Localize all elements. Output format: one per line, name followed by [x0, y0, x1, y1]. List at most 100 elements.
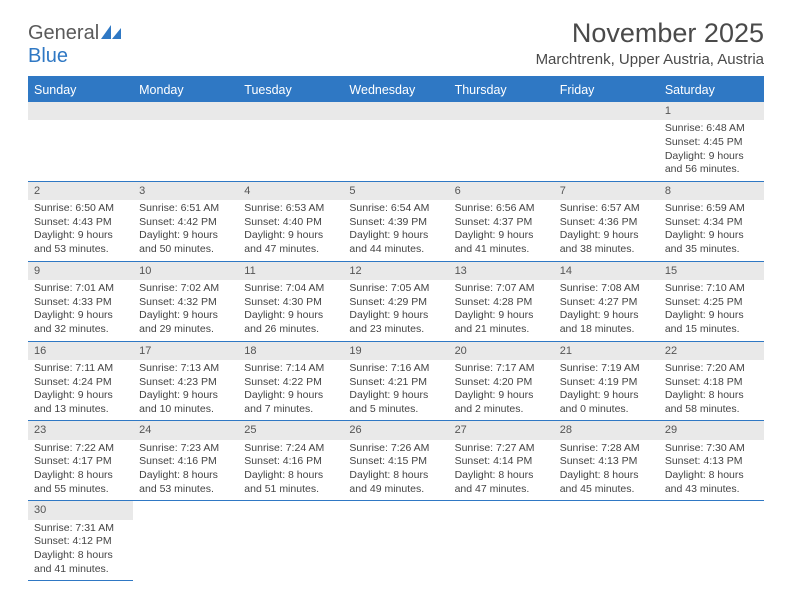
- calendar-cell: 9Sunrise: 7:01 AMSunset: 4:33 PMDaylight…: [28, 261, 133, 341]
- day-number-empty: [449, 102, 554, 120]
- calendar-week-row: 30Sunrise: 7:31 AMSunset: 4:12 PMDayligh…: [28, 501, 764, 581]
- calendar-cell: 15Sunrise: 7:10 AMSunset: 4:25 PMDayligh…: [659, 261, 764, 341]
- logo-word-blue: Blue: [28, 45, 68, 67]
- sunrise-line: Sunrise: 7:08 AM: [560, 282, 653, 296]
- calendar-cell: [554, 501, 659, 581]
- sunset-line: Sunset: 4:32 PM: [139, 296, 232, 310]
- sunrise-line: Sunrise: 7:04 AM: [244, 282, 337, 296]
- calendar-week-row: 23Sunrise: 7:22 AMSunset: 4:17 PMDayligh…: [28, 421, 764, 501]
- day-number: 19: [343, 342, 448, 360]
- day-body: Sunrise: 7:11 AMSunset: 4:24 PMDaylight:…: [28, 360, 133, 421]
- day-body: Sunrise: 7:31 AMSunset: 4:12 PMDaylight:…: [28, 520, 133, 581]
- day-number: 17: [133, 342, 238, 360]
- sunset-line: Sunset: 4:39 PM: [349, 216, 442, 230]
- sunset-line: Sunset: 4:15 PM: [349, 455, 442, 469]
- sunset-line: Sunset: 4:16 PM: [139, 455, 232, 469]
- sunrise-line: Sunrise: 7:26 AM: [349, 442, 442, 456]
- calendar-cell: 17Sunrise: 7:13 AMSunset: 4:23 PMDayligh…: [133, 341, 238, 421]
- logo-word-general: General: [28, 22, 99, 44]
- sunrise-line: Sunrise: 7:27 AM: [455, 442, 548, 456]
- sunset-line: Sunset: 4:27 PM: [560, 296, 653, 310]
- day-header: Thursday: [449, 77, 554, 102]
- month-title: November 2025: [536, 18, 764, 49]
- day-body: Sunrise: 7:01 AMSunset: 4:33 PMDaylight:…: [28, 280, 133, 341]
- daylight-line: Daylight: 8 hours and 49 minutes.: [349, 469, 442, 496]
- sunset-line: Sunset: 4:18 PM: [665, 376, 758, 390]
- calendar-week-row: 16Sunrise: 7:11 AMSunset: 4:24 PMDayligh…: [28, 341, 764, 421]
- calendar-body: 1Sunrise: 6:48 AMSunset: 4:45 PMDaylight…: [28, 102, 764, 581]
- sunrise-line: Sunrise: 7:17 AM: [455, 362, 548, 376]
- day-body: Sunrise: 7:02 AMSunset: 4:32 PMDaylight:…: [133, 280, 238, 341]
- calendar-cell: 30Sunrise: 7:31 AMSunset: 4:12 PMDayligh…: [28, 501, 133, 581]
- calendar-cell: 28Sunrise: 7:28 AMSunset: 4:13 PMDayligh…: [554, 421, 659, 501]
- day-number: 16: [28, 342, 133, 360]
- day-body: Sunrise: 7:17 AMSunset: 4:20 PMDaylight:…: [449, 360, 554, 421]
- day-header: Saturday: [659, 77, 764, 102]
- day-number-empty: [28, 102, 133, 120]
- day-number: 6: [449, 182, 554, 200]
- sunrise-line: Sunrise: 7:14 AM: [244, 362, 337, 376]
- day-number-empty: [343, 102, 448, 120]
- calendar-cell: 29Sunrise: 7:30 AMSunset: 4:13 PMDayligh…: [659, 421, 764, 501]
- day-body: Sunrise: 6:56 AMSunset: 4:37 PMDaylight:…: [449, 200, 554, 261]
- calendar-cell: 6Sunrise: 6:56 AMSunset: 4:37 PMDaylight…: [449, 181, 554, 261]
- day-body: Sunrise: 6:51 AMSunset: 4:42 PMDaylight:…: [133, 200, 238, 261]
- sunrise-line: Sunrise: 7:31 AM: [34, 522, 127, 536]
- sunrise-line: Sunrise: 7:11 AM: [34, 362, 127, 376]
- day-number: 7: [554, 182, 659, 200]
- sunrise-line: Sunrise: 7:30 AM: [665, 442, 758, 456]
- sunset-line: Sunset: 4:43 PM: [34, 216, 127, 230]
- day-number: 9: [28, 262, 133, 280]
- sunrise-line: Sunrise: 7:02 AM: [139, 282, 232, 296]
- daylight-line: Daylight: 9 hours and 21 minutes.: [455, 309, 548, 336]
- calendar-cell: 5Sunrise: 6:54 AMSunset: 4:39 PMDaylight…: [343, 181, 448, 261]
- day-number: 1: [659, 102, 764, 120]
- sunrise-line: Sunrise: 7:24 AM: [244, 442, 337, 456]
- sunset-line: Sunset: 4:19 PM: [560, 376, 653, 390]
- daylight-line: Daylight: 9 hours and 29 minutes.: [139, 309, 232, 336]
- day-header: Friday: [554, 77, 659, 102]
- sunrise-line: Sunrise: 7:28 AM: [560, 442, 653, 456]
- sunset-line: Sunset: 4:30 PM: [244, 296, 337, 310]
- sunset-line: Sunset: 4:34 PM: [665, 216, 758, 230]
- day-body: Sunrise: 6:53 AMSunset: 4:40 PMDaylight:…: [238, 200, 343, 261]
- sunrise-line: Sunrise: 6:59 AM: [665, 202, 758, 216]
- calendar-cell: [343, 102, 448, 181]
- sunrise-line: Sunrise: 7:16 AM: [349, 362, 442, 376]
- calendar-cell: 21Sunrise: 7:19 AMSunset: 4:19 PMDayligh…: [554, 341, 659, 421]
- daylight-line: Daylight: 9 hours and 44 minutes.: [349, 229, 442, 256]
- calendar-cell: 22Sunrise: 7:20 AMSunset: 4:18 PMDayligh…: [659, 341, 764, 421]
- daylight-line: Daylight: 9 hours and 53 minutes.: [34, 229, 127, 256]
- sunrise-line: Sunrise: 6:48 AM: [665, 122, 758, 136]
- calendar-header-row: SundayMondayTuesdayWednesdayThursdayFrid…: [28, 77, 764, 102]
- day-number: 10: [133, 262, 238, 280]
- day-body: Sunrise: 7:26 AMSunset: 4:15 PMDaylight:…: [343, 440, 448, 501]
- calendar-cell: 23Sunrise: 7:22 AMSunset: 4:17 PMDayligh…: [28, 421, 133, 501]
- sunset-line: Sunset: 4:42 PM: [139, 216, 232, 230]
- calendar-cell: [133, 102, 238, 181]
- day-number: 23: [28, 421, 133, 439]
- day-number: 4: [238, 182, 343, 200]
- calendar-cell: 26Sunrise: 7:26 AMSunset: 4:15 PMDayligh…: [343, 421, 448, 501]
- daylight-line: Daylight: 9 hours and 13 minutes.: [34, 389, 127, 416]
- sunset-line: Sunset: 4:13 PM: [560, 455, 653, 469]
- day-number: 21: [554, 342, 659, 360]
- calendar-cell: 24Sunrise: 7:23 AMSunset: 4:16 PMDayligh…: [133, 421, 238, 501]
- day-number: 18: [238, 342, 343, 360]
- day-number: 22: [659, 342, 764, 360]
- sunset-line: Sunset: 4:21 PM: [349, 376, 442, 390]
- sunrise-line: Sunrise: 7:20 AM: [665, 362, 758, 376]
- sunrise-line: Sunrise: 7:13 AM: [139, 362, 232, 376]
- calendar-week-row: 1Sunrise: 6:48 AMSunset: 4:45 PMDaylight…: [28, 102, 764, 181]
- daylight-line: Daylight: 9 hours and 7 minutes.: [244, 389, 337, 416]
- day-number: 29: [659, 421, 764, 439]
- day-number: 14: [554, 262, 659, 280]
- sunrise-line: Sunrise: 6:53 AM: [244, 202, 337, 216]
- calendar-cell: 8Sunrise: 6:59 AMSunset: 4:34 PMDaylight…: [659, 181, 764, 261]
- daylight-line: Daylight: 9 hours and 23 minutes.: [349, 309, 442, 336]
- day-body: Sunrise: 6:59 AMSunset: 4:34 PMDaylight:…: [659, 200, 764, 261]
- calendar-cell: [238, 501, 343, 581]
- day-header: Tuesday: [238, 77, 343, 102]
- daylight-line: Daylight: 9 hours and 47 minutes.: [244, 229, 337, 256]
- logo: GeneralBlue: [28, 22, 123, 68]
